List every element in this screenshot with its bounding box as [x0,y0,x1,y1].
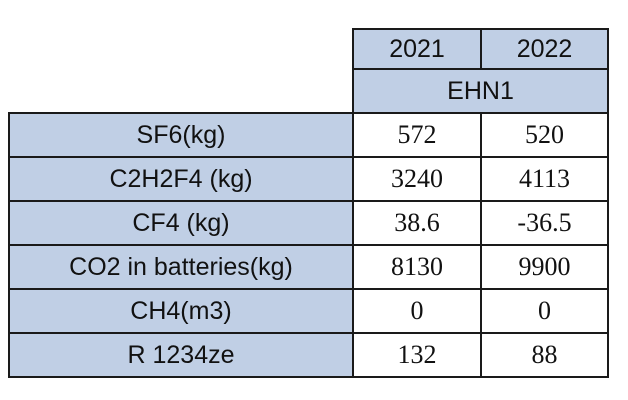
empty-corner-cell [9,69,353,113]
group-header: EHN1 [352,68,609,114]
row-label: C2H2F4 (kg) [8,156,354,202]
empty-corner-cell [9,29,353,69]
table-row: C2H2F4 (kg) 3240 4113 [8,156,609,202]
row-label: SF6(kg) [8,112,354,158]
year-header-2021: 2021 [352,28,482,70]
table-row: CO2 in batteries(kg) 8130 9900 [8,244,609,290]
value-cell-2022: 520 [480,112,609,158]
value-cell-2022: 0 [480,288,609,334]
row-label: CF4 (kg) [8,200,354,246]
value-cell-2022: 4113 [480,156,609,202]
value-cell-2021: 572 [352,112,482,158]
row-label: CH4(m3) [8,288,354,334]
value-cell-2021: 132 [352,332,482,378]
value-cell-2022: 88 [480,332,609,378]
year-header-2022: 2022 [480,28,609,70]
group-header-row: EHN1 [9,68,609,114]
emissions-table: 2021 2022 EHN1 SF6(kg) 572 520 C2H2F4 (k… [8,28,609,378]
value-cell-2021: 38.6 [352,200,482,246]
table-row: CH4(m3) 0 0 [8,288,609,334]
row-label: R 1234ze [8,332,354,378]
row-label: CO2 in batteries(kg) [8,244,354,290]
year-header-row: 2021 2022 [9,28,609,70]
table-row: SF6(kg) 572 520 [8,112,609,158]
value-cell-2022: -36.5 [480,200,609,246]
value-cell-2021: 0 [352,288,482,334]
table-row: CF4 (kg) 38.6 -36.5 [8,200,609,246]
table-row: R 1234ze 132 88 [8,332,609,378]
value-cell-2022: 9900 [480,244,609,290]
value-cell-2021: 8130 [352,244,482,290]
value-cell-2021: 3240 [352,156,482,202]
